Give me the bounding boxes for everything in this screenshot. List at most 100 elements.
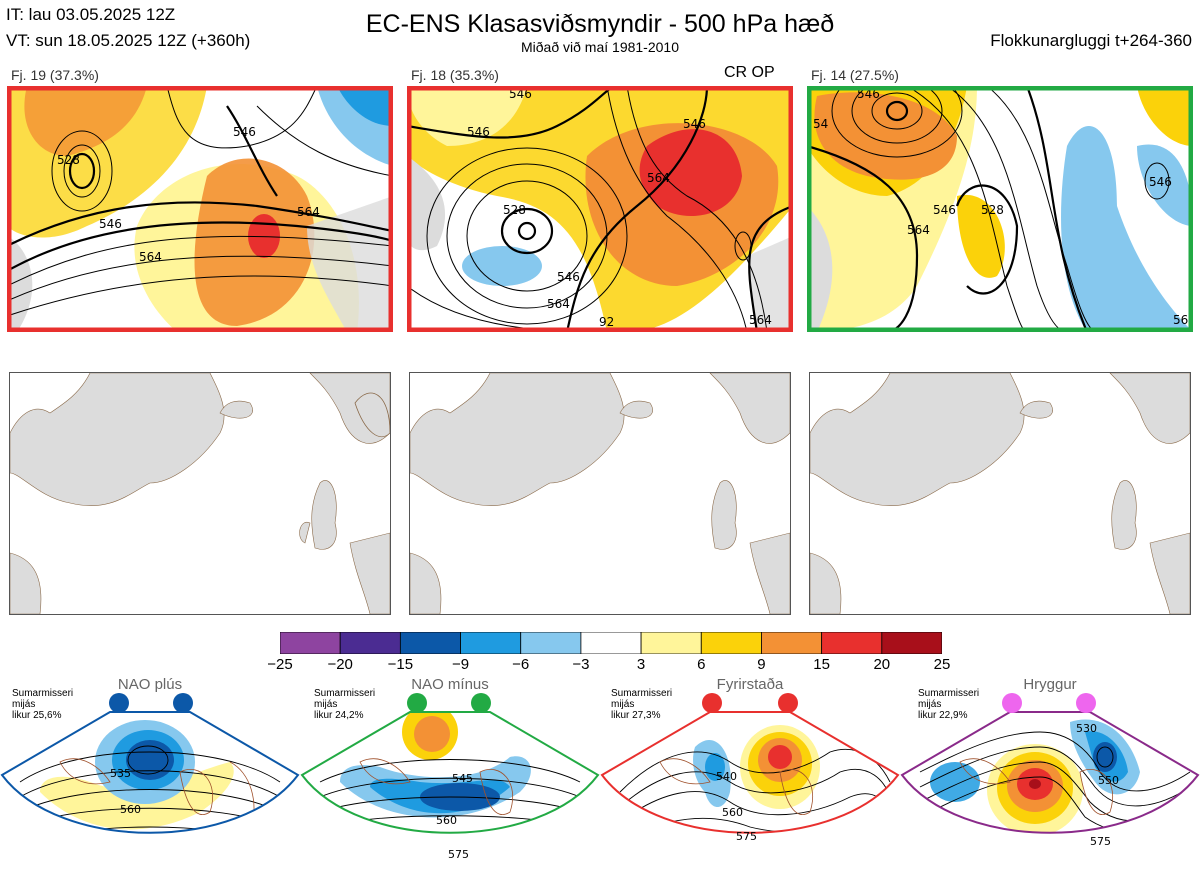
note-line: likur 27,3% [611,710,661,721]
colorbar-tick-label: 25 [933,656,951,673]
colorbar-tick-label: −6 [512,656,530,673]
regime-panel-nao-minus[interactable]: NAO mínus Sumarmisseri mijás likur 24,2% [300,672,600,871]
regime-title: NAO mínus [411,676,489,693]
regime-dot [778,693,798,713]
colorbar-tick-label: 20 [873,656,891,673]
note-line: likur 22,9% [918,710,968,721]
note-line: mijás [12,699,36,710]
colorbar-swatch [761,632,823,654]
regime-dot [173,693,193,713]
contour-label: 564 [139,250,162,264]
colorbar-tick-label: −9 [451,656,470,673]
initial-time: IT: lau 03.05.2025 12Z [6,5,176,24]
contour-label: 546 [99,217,122,231]
regime-note: Sumarmisseri mijás likur 24,2% [314,688,375,721]
regime-dot [471,693,491,713]
note-line: Sumarmisseri [12,688,74,699]
basemap-3 [810,373,1190,614]
colorbar-swatch [399,632,461,654]
contour-label: 564 [647,171,670,185]
note-line: Sumarmisseri [918,688,980,699]
contour-label: 540 [716,770,737,783]
empty-map-panel-3[interactable] [809,372,1191,615]
contour-label: 54 [813,117,828,131]
colorbar-swatch [280,632,341,654]
colorbar [280,632,942,654]
regime-title: Fyrirstaða [716,676,784,693]
empty-map-panel-2[interactable] [409,372,791,615]
regime-frame [900,711,1200,834]
contour-label: 575 [1090,835,1111,848]
note-line: likur 25,6% [12,710,62,721]
cluster-map-1: 528 546 564 546 564 [7,86,393,332]
empty-map-panel-1[interactable] [9,372,391,615]
regime-panel-nao-plus[interactable]: NAO plús Sumarmisseri mijás likur 25,6% [0,672,300,871]
contour-label: 546 [233,125,256,139]
colorbar-tick-label: 15 [813,656,830,673]
contour-label: 564 [1173,313,1193,327]
regime-dot [1076,693,1096,713]
cluster-frame-3 [807,86,1193,332]
contour-label: 546 [557,270,580,284]
contour-label: 545 [452,772,473,785]
colorbar-swatch [460,632,522,654]
regime-title: NAO plús [117,676,183,693]
classification-window: Flokkunargluggi t+264-360 [990,31,1192,50]
regime-map-nao-plus: 535 560 [0,693,300,834]
contour-label: 550 [1098,774,1119,787]
panel-1-label: Fj. 19 (37.3%) [11,67,99,83]
note-line: likur 24,2% [314,710,364,721]
colorbar-swatch [881,632,942,654]
contour-label: 564 [297,205,320,219]
regime-dot [702,693,722,713]
colorbar-swatch [580,632,642,654]
contour-label: 528 [981,203,1004,217]
basemap-1 [10,373,390,614]
cluster-panel-3[interactable]: 54 546 528 564 546 546 564 [807,86,1193,332]
contour-label: 546 [467,125,490,139]
regime-map-blocking: 540 560 575 [600,693,900,843]
page-subtitle: Miðað við maí 1981-2010 [521,39,679,55]
colorbar-tick-label: 6 [697,656,706,673]
contour-label: 535 [110,767,131,780]
note-line: mijás [611,699,635,710]
colorbar-tick-label: 3 [636,656,646,673]
regime-note: Sumarmisseri mijás likur 22,9% [918,688,979,721]
note-line: Sumarmisseri [314,688,376,699]
colorbar-tick-label: −20 [327,656,353,673]
note-line: Sumarmisseri [611,688,673,699]
cluster-panel-2[interactable]: 546 546 528 546 564 546 564 564 92 [407,86,793,332]
contour-label: 575 [736,830,757,843]
colorbar-swatch [520,632,582,654]
note-line: mijás [314,699,338,710]
contour-label: 530 [1076,722,1097,735]
regime-map-ridge: 530 550 575 [900,693,1200,848]
regime-title: Hryggur [1023,676,1077,693]
panel-3-label: Fj. 14 (27.5%) [811,67,899,83]
control-run-tag: CR OP [724,64,775,81]
contour-label: 528 [503,203,526,217]
colorbar-tick-label: 9 [757,656,766,673]
regime-map-nao-minus: 545 560 575 [300,693,600,861]
contour-label: 560 [120,803,141,816]
colorbar-swatch [640,632,702,654]
contour-label: 528 [57,153,80,167]
regime-panel-ridge[interactable]: Hryggur Sumarmisseri mijás likur 22,9% [900,672,1200,871]
regime-panel-blocking[interactable]: Fyrirstaða Sumarmisseri mijás likur 27,3… [600,672,900,871]
cluster-panel-1[interactable]: 528 546 564 546 564 [7,86,393,332]
regime-frame [600,711,900,834]
note-line: mijás [918,699,942,710]
cluster-map-3: 54 546 528 564 546 546 564 [807,86,1193,332]
valid-time: VT: sun 18.05.2025 12Z (+360h) [6,31,251,50]
regime-dot [109,693,129,713]
panel-2-label: Fj. 18 (35.3%) [411,67,499,83]
regime-note: Sumarmisseri mijás likur 27,3% [611,688,672,721]
contour-label: 546 [683,117,706,131]
colorbar-swatch [821,632,883,654]
contour-label: 546 [1149,175,1172,189]
regime-dot [1002,693,1022,713]
contour-label: 564 [907,223,930,237]
contour-label: 575 [448,848,469,861]
regime-note: Sumarmisseri mijás likur 25,6% [12,688,73,721]
regime-frame [300,711,600,834]
